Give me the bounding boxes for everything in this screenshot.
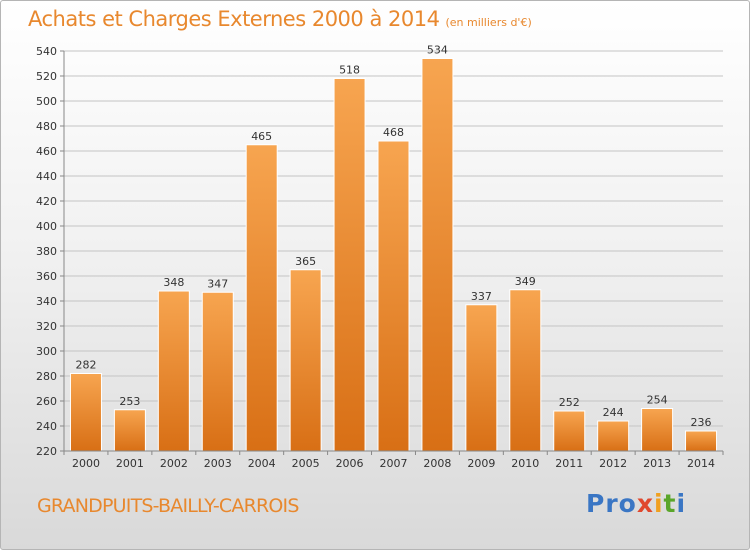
x-tick-label: 2004 xyxy=(248,457,276,470)
bar-value-label: 468 xyxy=(383,126,404,139)
bar xyxy=(245,144,278,452)
x-tick-label: 2014 xyxy=(687,457,715,470)
bar-value-label: 465 xyxy=(251,130,272,143)
x-tick-label: 2001 xyxy=(116,457,144,470)
bar xyxy=(553,410,586,452)
bar xyxy=(509,289,542,452)
bar xyxy=(685,430,718,452)
chart-subtitle: (en milliers d'€) xyxy=(445,16,532,29)
logo-part: t xyxy=(663,489,677,518)
x-tick-label: 2005 xyxy=(292,457,320,470)
y-tick-label: 400 xyxy=(36,220,57,233)
y-tick-label: 240 xyxy=(36,420,57,433)
commune-name: GRANDPUITS-BAILLY-CARROIS xyxy=(37,495,299,517)
x-tick-label: 2009 xyxy=(467,457,495,470)
bar-value-label: 347 xyxy=(207,277,228,290)
logo-part: x xyxy=(636,489,654,518)
bar-value-label: 349 xyxy=(515,275,536,288)
bar-value-label: 244 xyxy=(603,406,624,419)
bars xyxy=(69,58,718,452)
x-tick-label: 2006 xyxy=(336,457,364,470)
x-tick-label: 2011 xyxy=(555,457,583,470)
logo-part: i xyxy=(653,489,664,518)
chart-title-text: Achats et Charges Externes 2000 à 2014 xyxy=(28,7,440,31)
bar xyxy=(597,420,630,452)
bar xyxy=(421,58,454,452)
y-tick-label: 500 xyxy=(36,95,57,108)
value-labels: 282 253 348 347 465 365 518 468 534 337 349 252 244 2… xyxy=(75,44,711,430)
bar xyxy=(377,140,410,452)
y-tick-label: 460 xyxy=(36,145,57,158)
y-tick-label: 220 xyxy=(36,445,57,458)
y-tick-label: 380 xyxy=(36,245,57,258)
bar-value-label: 337 xyxy=(471,290,492,303)
y-tick-label: 440 xyxy=(36,170,57,183)
bar-value-label: 348 xyxy=(163,276,184,289)
x-tick-label: 2013 xyxy=(643,457,671,470)
y-tick-label: 420 xyxy=(36,195,57,208)
bar-value-label: 534 xyxy=(427,44,448,57)
bar xyxy=(289,269,322,452)
bar-value-label: 282 xyxy=(75,359,96,372)
y-tick-label: 540 xyxy=(36,45,57,58)
y-tick-label: 300 xyxy=(36,345,57,358)
bar xyxy=(201,291,234,452)
y-tick-label: 520 xyxy=(36,70,57,83)
bar-value-label: 254 xyxy=(647,394,668,407)
bar-value-label: 252 xyxy=(559,396,580,409)
bar xyxy=(157,290,190,452)
bar xyxy=(113,409,146,452)
x-tick-label: 2008 xyxy=(423,457,451,470)
x-tick-label: 2012 xyxy=(599,457,627,470)
bar-value-label: 253 xyxy=(119,395,140,408)
logo-part: i xyxy=(676,489,687,518)
x-tick-label: 2002 xyxy=(160,457,188,470)
x-tick-label: 2007 xyxy=(380,457,408,470)
y-tick-label: 260 xyxy=(36,395,57,408)
y-tick-label: 320 xyxy=(36,320,57,333)
y-tick-label: 480 xyxy=(36,120,57,133)
y-tick-label: 280 xyxy=(36,370,57,383)
x-tick-label: 2003 xyxy=(204,457,232,470)
logo-part: Pro xyxy=(586,489,637,518)
x-tick-label: 2000 xyxy=(72,457,100,470)
bar-value-label: 365 xyxy=(295,255,316,268)
proxiti-logo: Proxiti xyxy=(586,489,686,518)
y-tick-label: 360 xyxy=(36,270,57,283)
bar xyxy=(333,78,366,452)
y-tick-label: 340 xyxy=(36,295,57,308)
bar-value-label: 518 xyxy=(339,64,360,77)
axes: 220 240 260 280 300 320 340 360 380 400 420 440 460 4… xyxy=(36,45,724,470)
bar xyxy=(641,408,674,452)
chart-title: Achats et Charges Externes 2000 à 2014 (e… xyxy=(28,7,532,31)
bar xyxy=(465,304,498,452)
bar-value-label: 236 xyxy=(691,416,712,429)
x-tick-label: 2010 xyxy=(511,457,539,470)
bar xyxy=(69,373,102,452)
